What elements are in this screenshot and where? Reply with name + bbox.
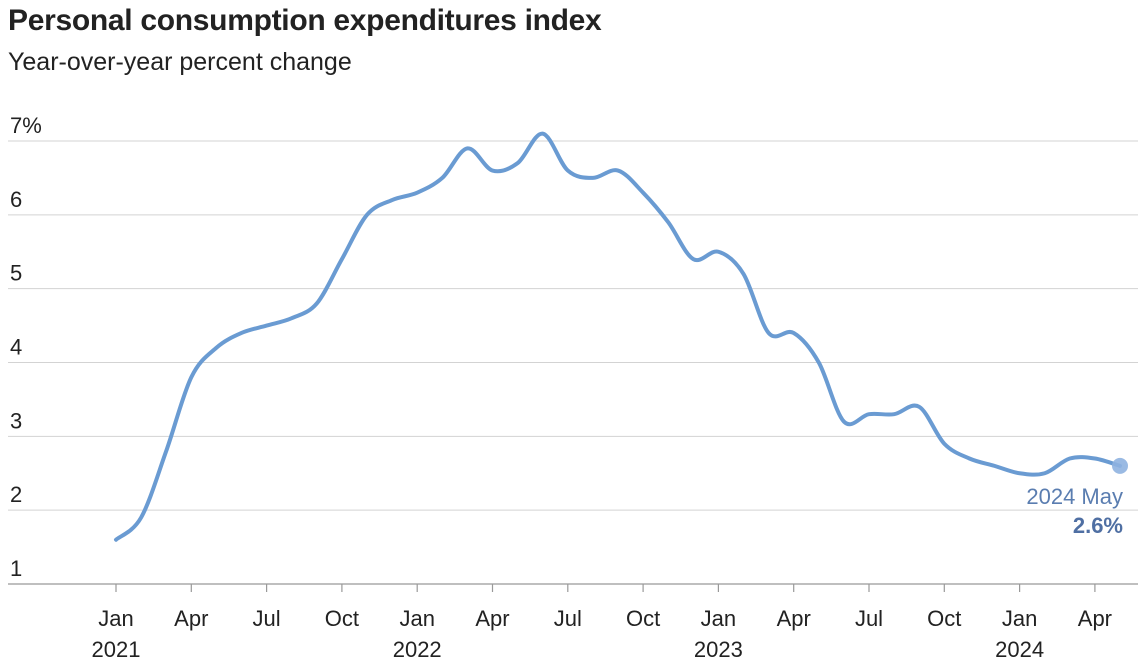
x-tick-label: Apr	[777, 606, 811, 631]
series-line-0	[114, 131, 1122, 542]
x-tick-label: Apr	[475, 606, 509, 631]
chart-subtitle: Year-over-year percent change	[8, 48, 352, 76]
x-tick-label: Jul	[554, 606, 582, 631]
series-group	[114, 131, 1122, 542]
x-tick-label: Jan	[701, 606, 736, 631]
x-tick-label: Oct	[927, 606, 961, 631]
gridlines	[8, 140, 1138, 585]
x-tick-label: Apr	[1078, 606, 1112, 631]
x-tick-year-label: 2021	[92, 637, 141, 662]
y-tick-label: 3	[10, 408, 22, 433]
x-tick-label: Jan	[399, 606, 434, 631]
y-tick-label: 7%	[10, 113, 42, 138]
x-tick-year-label: 2022	[393, 637, 442, 662]
y-tick-label: 4	[10, 335, 22, 360]
y-axis-ticks: 7% 6 5 4 3 2 1	[10, 113, 42, 581]
annotation-date-label: 2024 May	[1026, 484, 1123, 509]
x-tick-label: Jul	[253, 606, 281, 631]
y-tick-label: 6	[10, 187, 22, 212]
chart-title: Personal consumption expenditures index	[8, 4, 602, 37]
x-tick-label: Jan	[98, 606, 133, 631]
x-tick-label: Oct	[325, 606, 359, 631]
y-tick-label: 1	[10, 556, 22, 581]
annotation-value-label: 2.6%	[1073, 513, 1123, 538]
x-axis-ticks: Jan 2021 Apr Jul Oct Jan 2022 Apr Jul Oct Jan 2023 A…	[92, 584, 1112, 662]
x-tick-label: Jan	[1002, 606, 1037, 631]
x-tick-label: Jul	[855, 606, 883, 631]
y-tick-label: 2	[10, 482, 22, 507]
endpoint-marker	[1112, 457, 1128, 474]
y-tick-label: 5	[10, 261, 22, 286]
x-tick-label: Oct	[626, 606, 660, 631]
x-tick-year-label: 2024	[995, 637, 1044, 662]
end-annotation: 2024 May 2.6%	[1026, 457, 1128, 538]
x-tick-year-label: 2023	[694, 637, 743, 662]
x-tick-label: Apr	[174, 606, 208, 631]
